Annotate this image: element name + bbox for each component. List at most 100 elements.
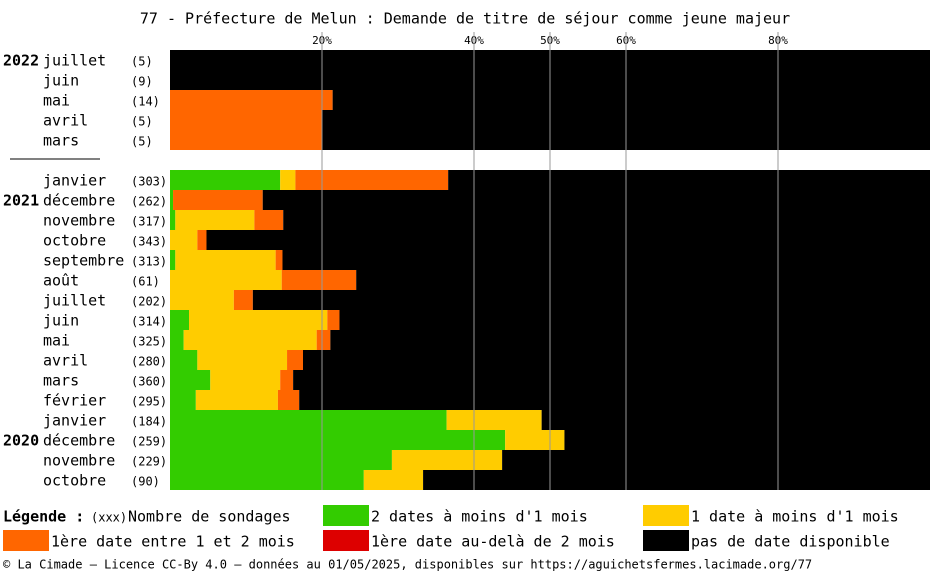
bar-segment xyxy=(170,350,198,370)
bar-segment xyxy=(195,390,278,410)
bar-segment xyxy=(170,310,189,330)
category-label: juin xyxy=(43,72,79,90)
sample-label: (5) xyxy=(131,115,153,129)
category-label: janvier xyxy=(43,412,106,430)
bar-segment xyxy=(423,470,930,490)
bar-segment xyxy=(277,390,300,410)
bar-segment xyxy=(170,410,447,430)
legend-swatch xyxy=(323,505,369,526)
sample-label: (9) xyxy=(131,75,153,89)
bar-segment xyxy=(541,410,930,430)
bar-segment xyxy=(281,270,357,290)
footer: © La Cimade — Licence CC-By 4.0 — donnée… xyxy=(3,558,812,572)
bar-segment xyxy=(170,270,282,290)
bar-segment xyxy=(295,170,449,190)
legend-swatch xyxy=(3,530,49,551)
category-label: octobre xyxy=(43,472,106,490)
category-label: juillet xyxy=(43,292,106,310)
sample-label: (343) xyxy=(131,235,167,249)
sample-label: (314) xyxy=(131,315,167,329)
category-label: mars xyxy=(43,132,79,150)
legend-swatch xyxy=(643,505,689,526)
bar-segment xyxy=(175,250,276,270)
legend-label: pas de date disponible xyxy=(691,533,890,551)
bar-segment xyxy=(170,210,176,230)
bar-segment xyxy=(287,350,303,370)
bar-segment xyxy=(170,130,322,150)
bar-segment xyxy=(330,330,930,350)
bar-segment xyxy=(505,430,565,450)
bar-segment xyxy=(210,370,281,390)
bar-segment xyxy=(280,170,296,190)
bar-segment xyxy=(448,170,930,190)
bar-segment xyxy=(170,190,174,210)
bar-segment xyxy=(183,330,317,350)
sample-label: (202) xyxy=(131,295,167,309)
sample-label: (303) xyxy=(131,175,167,189)
category-label: mai xyxy=(43,92,70,110)
bar-segment xyxy=(564,430,930,450)
sample-label: (61) xyxy=(131,275,160,289)
category-label: avril xyxy=(43,352,88,370)
sample-label: (325) xyxy=(131,335,167,349)
sample-label: (90) xyxy=(131,475,160,489)
year-label: 2020 xyxy=(3,432,39,450)
bar-segment xyxy=(502,450,930,470)
bar-segment xyxy=(170,450,392,470)
sample-label: (280) xyxy=(131,355,167,369)
category-label: novembre xyxy=(43,212,115,230)
legend-sample-text: Nombre de sondages xyxy=(128,508,291,526)
bar-segment xyxy=(327,310,340,330)
category-label: août xyxy=(43,272,79,290)
bar-segment xyxy=(170,330,184,350)
sample-label: (14) xyxy=(131,95,160,109)
sample-label: (5) xyxy=(131,55,153,69)
legend-sample-label: (xxx) xyxy=(91,511,127,525)
sample-label: (262) xyxy=(131,195,167,209)
bar-segment xyxy=(170,230,198,250)
legend-label: 1 date à moins d'1 mois xyxy=(691,508,899,526)
bar-segment xyxy=(332,90,930,110)
bar-segment xyxy=(197,230,207,250)
category-label: novembre xyxy=(43,452,115,470)
bar-segment xyxy=(391,450,503,470)
category-label: décembre xyxy=(43,432,115,450)
bar-segment xyxy=(189,310,328,330)
legend-label: 1ère date au-delà de 2 mois xyxy=(371,533,615,551)
bar-segment xyxy=(293,370,930,390)
legend-swatch xyxy=(323,530,369,551)
bar-segment xyxy=(233,290,253,310)
sample-label: (259) xyxy=(131,435,167,449)
bar-segment xyxy=(282,250,930,270)
category-label: janvier xyxy=(43,172,106,190)
bar-segment xyxy=(283,210,930,230)
legend-label: 1ère date entre 1 et 2 mois xyxy=(51,533,295,551)
chart-title: 77 - Préfecture de Melun : Demande de ti… xyxy=(140,10,790,28)
bar-segment xyxy=(252,290,930,310)
sample-label: (295) xyxy=(131,395,167,409)
year-label: 2022 xyxy=(3,52,39,70)
category-label: mars xyxy=(43,372,79,390)
category-label: octobre xyxy=(43,232,106,250)
category-label: mai xyxy=(43,332,70,350)
bar-segment xyxy=(170,110,322,130)
bar-segment xyxy=(197,350,288,370)
bar-segment xyxy=(275,250,283,270)
sample-label: (360) xyxy=(131,375,167,389)
category-label: décembre xyxy=(43,192,115,210)
bar-segment xyxy=(254,210,284,230)
sample-label: (5) xyxy=(131,135,153,149)
bar-segment xyxy=(262,190,930,210)
bar-segment xyxy=(316,330,331,350)
bar-segment xyxy=(170,90,333,110)
bar-segment xyxy=(303,350,930,370)
category-label: juin xyxy=(43,312,79,330)
bar-segment xyxy=(170,430,506,450)
sample-label: (313) xyxy=(131,255,167,269)
bar-segment xyxy=(175,210,255,230)
bar-segment xyxy=(363,470,424,490)
category-label: février xyxy=(43,392,106,410)
category-label: avril xyxy=(43,112,88,130)
bar-segment xyxy=(170,390,196,410)
